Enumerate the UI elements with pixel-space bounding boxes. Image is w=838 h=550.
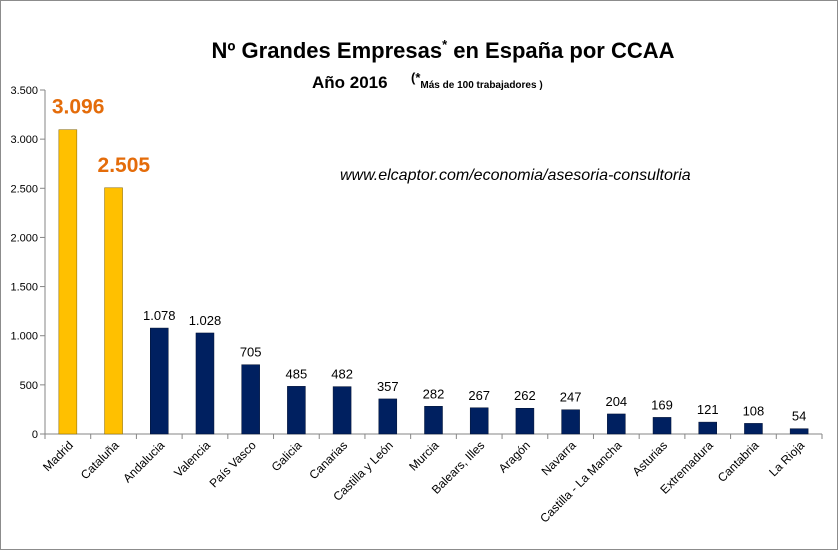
- bar-cantabria: [744, 423, 763, 435]
- data-label: 1.028: [189, 313, 222, 328]
- x-tick-label: Madrid: [40, 438, 76, 474]
- bar-andalucia: [150, 327, 169, 435]
- y-tick-label: 2.000: [10, 232, 38, 244]
- bar-galicia: [287, 386, 306, 435]
- bar-pa-s-vasco: [241, 364, 260, 435]
- bar-extremadura: [698, 421, 717, 435]
- x-tick-label: Asturias: [630, 438, 671, 479]
- data-label: 121: [697, 402, 719, 417]
- x-tick-label: Cataluña: [78, 438, 122, 482]
- data-label: 169: [651, 397, 673, 412]
- bar-asturias: [652, 417, 672, 435]
- bar-catalu-a: [104, 187, 123, 435]
- y-tick-label: 1.000: [10, 331, 38, 343]
- bars: [58, 129, 809, 435]
- data-label: 108: [743, 403, 765, 418]
- chart-subtitle: Año 2016: [312, 73, 388, 92]
- subtitle-note: (*Más de 100 trabajadores ): [411, 70, 543, 91]
- bar-la-rioja: [789, 428, 809, 435]
- y-tick-label: 3.000: [10, 134, 38, 146]
- data-label: 482: [331, 367, 353, 382]
- x-tick-label: Andalucia: [120, 438, 167, 485]
- data-label: 204: [605, 394, 627, 409]
- bar-madrid: [58, 129, 78, 435]
- data-label: 262: [514, 388, 536, 403]
- data-label: 267: [468, 388, 490, 403]
- bar-castilla-la-mancha: [607, 413, 626, 435]
- x-tick-label: La Rioja: [766, 438, 807, 479]
- data-label: 485: [286, 366, 308, 381]
- y-tick-label: 2.500: [10, 183, 38, 195]
- x-tick-label: Aragón: [496, 438, 533, 475]
- bar-arag-n: [515, 407, 535, 435]
- x-tick-label: Murcia: [406, 438, 442, 474]
- data-label: 2.505: [98, 154, 151, 177]
- bar-balears-illes: [469, 407, 489, 435]
- x-tick-label: Castilla - La Mancha: [537, 438, 624, 525]
- data-label: 705: [240, 345, 262, 360]
- y-tick-label: 3.500: [10, 85, 38, 97]
- data-label: 247: [560, 390, 582, 405]
- x-tick-label: Galicia: [269, 438, 305, 474]
- axes: 0 500 1.000 1.500 2.000 2.500 3.000 3.500: [10, 85, 823, 441]
- data-label: 3.096: [52, 96, 105, 119]
- data-label: 357: [377, 379, 399, 394]
- bar-navarra: [561, 409, 580, 435]
- x-tick-label: Navarra: [539, 438, 579, 478]
- chart-title: Nº Grandes Empresas* en España por CCAA: [211, 37, 674, 63]
- bar-murcia: [424, 406, 443, 435]
- source-url-annotation: www.elcaptor.com/economia/asesoria-consu…: [340, 167, 691, 184]
- data-labels: 3.096 2.505 1.078 1.028 705 485 482 357 282 267 26…: [52, 96, 807, 424]
- y-tick-label: 0: [32, 429, 38, 441]
- x-tick-label: Canarias: [306, 438, 350, 482]
- data-label: 54: [792, 409, 806, 424]
- bar-valencia: [195, 332, 215, 435]
- y-tick-label: 1.500: [10, 282, 38, 294]
- data-label: 282: [423, 386, 445, 401]
- bar-canarias: [332, 386, 352, 435]
- bar-castilla-y-le-n: [378, 398, 398, 435]
- x-tick-label: Cantabria: [715, 438, 762, 485]
- data-label: 1.078: [143, 308, 176, 323]
- x-tick-label: País Vasco: [207, 438, 259, 490]
- y-tick-label: 500: [20, 380, 38, 392]
- x-tick-label: Valencia: [171, 438, 213, 480]
